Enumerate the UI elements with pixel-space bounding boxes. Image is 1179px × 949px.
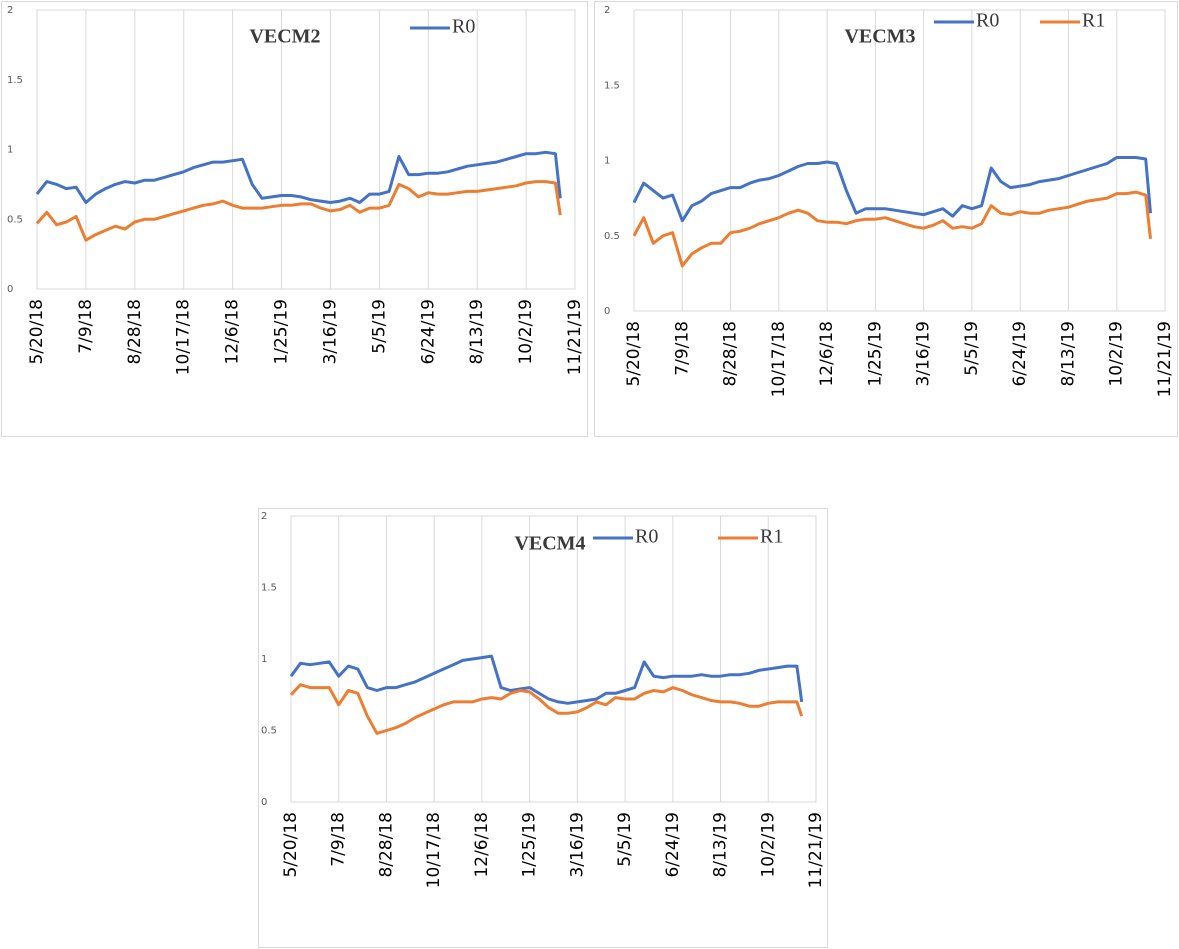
x-tick-label: 5/20/18 [27,299,47,365]
x-tick-label: 8/13/19 [1058,321,1078,387]
y-tick-label: 2 [7,5,13,16]
chart: 0 0.5 1 1.5 2 5/20/18 7/9/18 8/28/18 10/17/18 12/… [1,1,588,437]
x-tick-label: 1/25/19 [865,321,885,387]
chart: 0 0.5 1 1.5 2 5/20/18 7/9/18 8/28/18 10/17/18 12/… [258,508,828,948]
y-tick-label: 0 [261,797,267,808]
y-tick-label: 1 [7,145,13,156]
chart-title: VECM2 [249,26,320,48]
x-tick-label: 5/5/19 [962,321,982,376]
x-tick-label: 10/2/19 [516,299,536,365]
chart: 0 0.5 1 1.5 2 5/20/18 7/9/18 8/28/18 10/17/18 12/… [594,1,1178,437]
x-tick-label: 5/5/19 [369,299,389,354]
x-tick-label: 7/9/18 [76,299,96,354]
x-tick-label: 11/21/19 [565,299,585,375]
legend-label: R1 [760,526,783,548]
y-tick-label: 0.5 [261,726,277,737]
y-tick-label: 2 [604,5,610,16]
x-tick-label: 8/28/18 [125,299,145,365]
legend-label: R0 [452,16,475,38]
y-tick-label: 1.5 [261,583,277,594]
series-line [35,150,562,204]
x-tick-label: 5/5/19 [615,812,635,867]
x-tick-label: 10/2/19 [758,812,778,878]
x-tick-label: 8/28/18 [376,812,396,878]
y-tick-label: 0.5 [604,231,620,242]
x-tick-label: 6/24/19 [663,812,683,878]
series-line [632,156,1152,223]
x-tick-label: 12/6/18 [472,812,492,878]
x-tick-label: 12/6/18 [817,321,837,387]
x-tick-label: 10/17/18 [174,299,194,375]
legend-label: R0 [976,10,999,32]
y-tick-label: 0 [7,284,13,295]
x-tick-label: 12/6/18 [223,299,243,365]
x-tick-label: 1/25/19 [272,299,292,365]
series-line [289,683,804,735]
x-tick-label: 6/24/19 [418,299,438,365]
y-tick-label: 2 [261,511,267,522]
y-tick-label: 1.5 [7,75,23,86]
y-tick-label: 0 [604,306,610,317]
x-tick-label: 10/17/18 [424,812,444,888]
x-tick-label: 5/20/18 [624,321,644,387]
x-tick-label: 3/16/19 [567,812,587,878]
legend-label: R1 [1082,10,1105,32]
x-tick-label: 7/9/18 [329,812,349,867]
x-tick-label: 8/13/19 [467,299,487,365]
y-tick-label: 0.5 [7,214,23,225]
x-tick-label: 11/21/19 [1155,321,1175,397]
y-tick-label: 1 [604,156,610,167]
x-tick-label: 7/9/18 [672,321,692,376]
x-tick-label: 3/16/19 [914,321,934,387]
chart-title: VECM3 [844,26,915,48]
y-tick-label: 1.5 [604,80,620,91]
series-line [632,190,1152,268]
x-tick-label: 8/28/18 [721,321,741,387]
legend-label: R0 [635,526,658,548]
x-tick-label: 5/20/18 [281,812,301,878]
series-line [289,654,804,705]
x-tick-label: 1/25/19 [520,812,540,878]
x-tick-label: 6/24/19 [1010,321,1030,387]
chart-title: VECM4 [514,533,585,555]
x-tick-label: 8/13/19 [711,812,731,878]
x-tick-label: 3/16/19 [320,299,340,365]
x-tick-label: 11/21/19 [806,812,826,888]
chart-frame [1,1,588,437]
series-line [35,180,562,242]
x-tick-label: 10/17/18 [769,321,789,397]
y-tick-label: 1 [261,654,267,665]
chart-frame [258,508,828,948]
x-tick-label: 10/2/19 [1107,321,1127,387]
